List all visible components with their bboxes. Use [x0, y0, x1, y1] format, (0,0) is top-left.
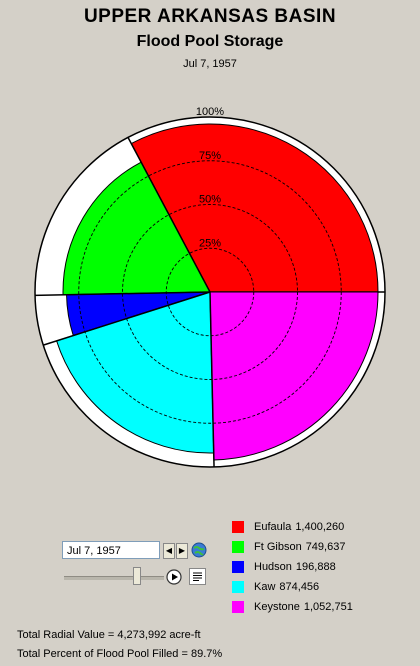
time-slider-track[interactable]	[64, 576, 164, 580]
legend-value: 874,456	[279, 581, 320, 593]
legend-value: 1,400,260	[295, 521, 345, 533]
legend-item: Ft Gibson 749,637	[232, 537, 353, 557]
legend-swatch	[232, 521, 244, 533]
triangle-right-icon: ▶	[178, 546, 186, 555]
play-button[interactable]	[166, 569, 182, 585]
legend-item: Hudson 196,888	[232, 557, 353, 577]
legend-item: Kaw 874,456	[232, 577, 353, 597]
total-radial-value: Total Radial Value = 4,273,992 acre-ft	[17, 629, 201, 641]
ring-50	[122, 204, 298, 380]
chart-subtitle: Flood Pool Storage	[136, 33, 284, 50]
legend-name: Hudson	[254, 561, 292, 573]
legend-name: Ft Gibson	[254, 541, 302, 553]
ring-label: 100%	[196, 106, 224, 118]
legend-value: 1,052,751	[303, 601, 353, 613]
legend-item: Eufaula 1,400,260	[232, 517, 353, 537]
total-percent-filled: Total Percent of Flood Pool Filled = 89.…	[17, 648, 223, 660]
legend-swatch	[232, 581, 244, 593]
globe-icon	[191, 542, 207, 558]
ring-25	[165, 247, 255, 337]
ring-label: 75%	[199, 150, 221, 162]
document-icon	[193, 572, 202, 581]
legend-swatch	[232, 601, 244, 613]
chart-legend: Eufaula 1,400,260 Ft Gibson 749,637 Hudson 19…	[232, 517, 353, 617]
legend-swatch	[232, 541, 244, 553]
chart-ring-labels: 25% 50% 75% 100%	[196, 106, 224, 249]
legend-name: Eufaula	[254, 521, 292, 533]
chart-title: UPPER ARKANSAS BASIN	[83, 6, 337, 27]
slice-eufaula	[130, 123, 379, 293]
slice-ft-gibson	[62, 161, 211, 296]
globe-button[interactable]	[191, 542, 207, 558]
next-date-button[interactable]: ▶	[176, 543, 188, 559]
legend-value: 196,888	[295, 561, 336, 573]
chart-slices	[35, 123, 385, 467]
legend-swatch	[232, 561, 244, 573]
legend-value: 749,637	[305, 541, 346, 553]
chart-date: Jul 7, 1957	[183, 58, 237, 70]
slice-kaw	[55, 291, 215, 454]
triangle-left-icon: ◀	[165, 546, 173, 555]
report-button[interactable]	[189, 568, 206, 585]
play-icon	[166, 569, 182, 585]
time-slider-thumb[interactable]	[133, 567, 141, 585]
prev-date-button[interactable]: ◀	[163, 543, 175, 559]
slice-divider	[127, 137, 211, 293]
chart-rings	[78, 160, 342, 424]
polar-area-chart: 25% 50% 75% 100%	[34, 106, 386, 468]
date-input[interactable]: Jul 7, 1957	[62, 541, 160, 559]
legend-item: Keystone 1,052,751	[232, 597, 353, 617]
legend-name: Keystone	[254, 601, 300, 613]
legend-name: Kaw	[254, 581, 276, 593]
ring-label: 50%	[199, 194, 221, 206]
ring-75	[78, 160, 342, 424]
ring-label: 25%	[199, 237, 221, 249]
slice-keystone	[209, 291, 379, 461]
